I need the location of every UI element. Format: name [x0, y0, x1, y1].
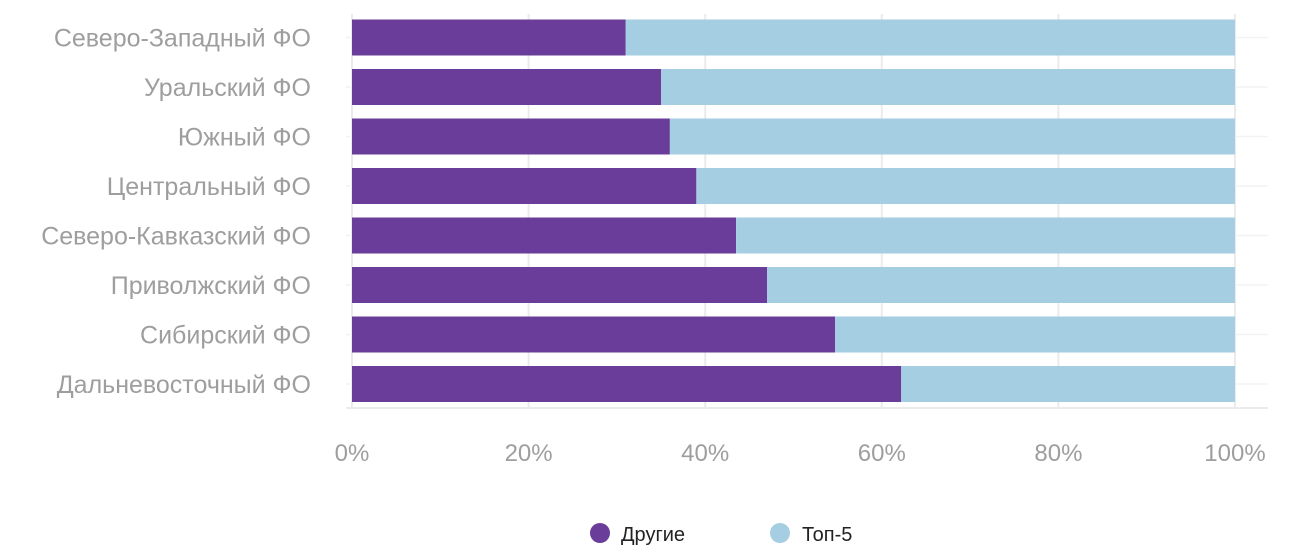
category-label: Южный ФО — [178, 124, 311, 152]
bars — [352, 19, 1235, 402]
category-label: Приволжский ФО — [111, 272, 311, 300]
x-tick-label: 100% — [1204, 440, 1265, 467]
bar-segment-drugie — [352, 69, 662, 105]
legend: Другие Топ-5 — [590, 523, 852, 546]
bar-segment-top5 — [669, 118, 1235, 155]
category-label: Северо-Кавказский ФО — [41, 223, 311, 251]
legend-label: Другие — [621, 524, 685, 546]
x-axis-tick-labels: 0% 20% 40% 60% 80% 100% — [335, 440, 1266, 467]
x-tick-label: 80% — [1034, 440, 1082, 467]
bar-segment-drugie — [352, 316, 836, 353]
bar-segment-top5 — [901, 366, 1235, 402]
legend-label: Топ-5 — [802, 524, 852, 546]
bar-segment-drugie — [352, 217, 737, 254]
bar-segment-drugie — [352, 366, 902, 402]
category-label: Дальневосточный ФО — [57, 371, 311, 399]
category-axis-labels: Северо-Западный ФО Уральский ФО Южный ФО Це… — [41, 25, 311, 400]
bar-segment-drugie — [352, 267, 768, 303]
x-tick-label: 0% — [335, 440, 370, 467]
x-tick-label: 40% — [681, 440, 729, 467]
category-label: Северо-Западный ФО — [54, 25, 311, 53]
bar-segment-drugie — [352, 19, 626, 56]
category-label: Сибирский ФО — [140, 322, 311, 350]
bar-segment-top5 — [767, 267, 1235, 303]
x-tick-label: 60% — [858, 440, 906, 467]
category-label: Уральский ФО — [144, 74, 311, 102]
category-label: Центральный ФО — [107, 173, 311, 201]
bar-segment-top5 — [835, 316, 1235, 353]
bar-segment-drugie — [352, 168, 697, 204]
bar-segment-drugie — [352, 118, 670, 155]
bar-segment-top5 — [736, 217, 1235, 254]
legend-swatch — [770, 523, 790, 543]
legend-swatch — [590, 523, 610, 543]
bar-segment-top5 — [625, 19, 1235, 56]
x-tick-label: 20% — [505, 440, 553, 467]
bar-segment-top5 — [696, 168, 1235, 204]
bar-segment-top5 — [661, 69, 1235, 105]
